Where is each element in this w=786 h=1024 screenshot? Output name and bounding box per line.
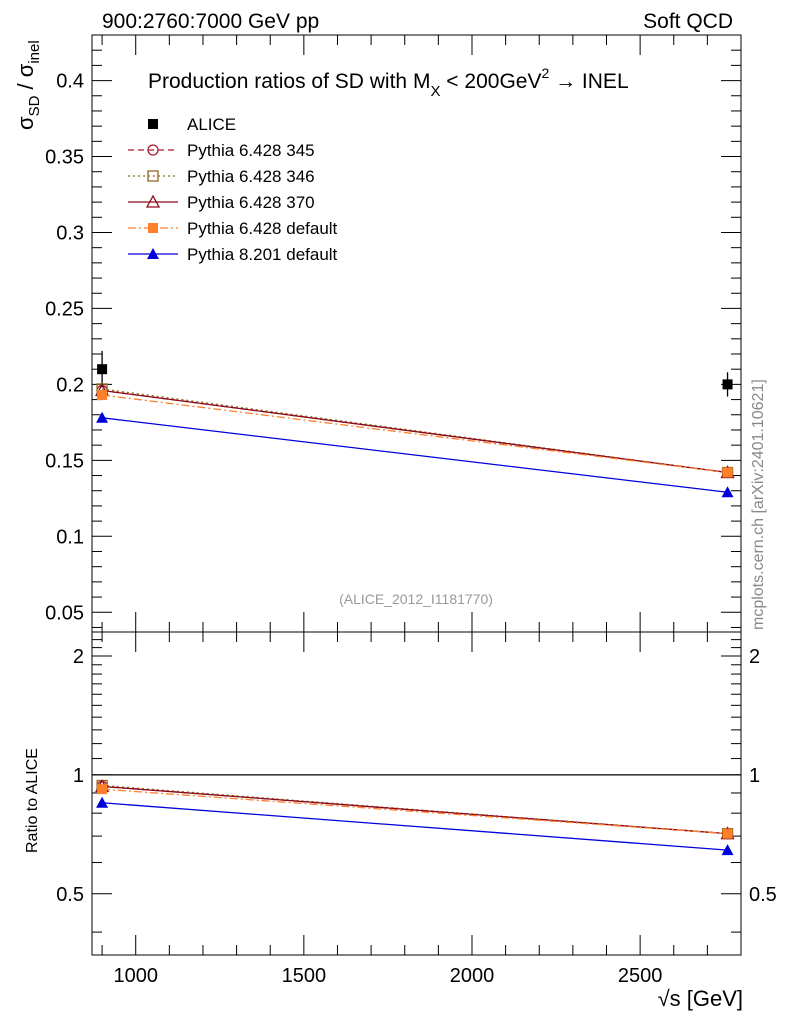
- legend-marker-p346: [147, 170, 159, 182]
- ratio-y-tick-label-right: 1: [749, 765, 760, 787]
- y-tick-label: 0.4: [56, 71, 84, 93]
- x-tick-label: 1500: [282, 965, 327, 987]
- plot-title: Production ratios of SD with MX < 200GeV…: [148, 65, 629, 100]
- x-tick-label: 1000: [113, 965, 158, 987]
- y-tick-label: 0.25: [45, 298, 84, 320]
- ratio-point-pdef6: [97, 784, 108, 795]
- ratio-y-tick-label: 1: [73, 765, 84, 787]
- ratio-series: [94, 779, 735, 856]
- y-tick-label: 0.35: [45, 147, 84, 169]
- ratio-y-tick-label-right: 2: [749, 646, 760, 668]
- x-axis-label: √s [GeV]: [658, 986, 743, 1011]
- data-point-alice: [97, 364, 108, 375]
- data-point-p8: [96, 411, 109, 423]
- ratio-line-p370: [102, 785, 728, 835]
- data-point-pdef6: [722, 467, 733, 478]
- x-tick-label: 2000: [450, 965, 495, 987]
- legend: ALICE Pythia 6.428 345 Pythia 6.428 346 Pyt…: [128, 115, 338, 264]
- legend-label-alice: ALICE: [187, 115, 236, 134]
- data-point-p8: [721, 486, 734, 498]
- data-point-alice: [722, 379, 733, 390]
- ratio-y-tick-label-right: 0.5: [749, 884, 777, 906]
- y-tick-label: 0.15: [45, 450, 84, 472]
- y-tick-label: 0.3: [56, 222, 84, 244]
- legend-marker-p345: [147, 144, 159, 156]
- series-line-p8: [102, 417, 728, 493]
- legend-label-p346: Pythia 6.428 346: [187, 167, 315, 186]
- header-right: Soft QCD: [643, 10, 733, 33]
- x-tick-label: 2500: [618, 965, 663, 987]
- y-tick-label: 0.1: [56, 526, 84, 548]
- legend-label-p345: Pythia 6.428 345: [187, 141, 315, 160]
- ratio-y-axis-label: Ratio to ALICE: [24, 748, 41, 853]
- y-tick-label: 0.2: [56, 374, 84, 396]
- legend-label-pdef6: Pythia 6.428 default: [187, 219, 338, 238]
- legend-marker-alice: [148, 119, 158, 129]
- watermark: mcplots.cern.ch [arXiv:2401.10621]: [750, 379, 767, 630]
- legend-marker-pdef6: [148, 223, 158, 233]
- legend-marker-p8: [147, 248, 159, 259]
- ratio-line-p8: [102, 802, 728, 851]
- legend-label-p370: Pythia 6.428 370: [187, 193, 315, 212]
- ratio-y-tick-label: 0.5: [56, 884, 84, 906]
- header-left: 900:2760:7000 GeV pp: [102, 10, 319, 33]
- analysis-id: (ALICE_2012_I1181770): [339, 591, 493, 607]
- series-line-p370: [102, 389, 728, 474]
- ratio-point-p8: [721, 844, 734, 856]
- y-tick-label: 0.05: [45, 602, 84, 624]
- legend-label-p8: Pythia 8.201 default: [187, 245, 338, 264]
- ratio-point-pdef6: [722, 828, 733, 839]
- series-line-pdef6: [102, 394, 728, 474]
- main-series: [94, 350, 735, 498]
- data-point-pdef6: [97, 390, 108, 401]
- y-axis-label: σSD / σinel: [13, 40, 43, 130]
- ratio-axes: 1000 1500 2000 2500 0.5 0.5 1 1 2 2: [56, 632, 777, 987]
- ratio-y-tick-label: 2: [73, 646, 84, 668]
- ratio-panel-frame: [91, 631, 742, 956]
- ratio-point-p8: [96, 796, 109, 808]
- legend-marker-p370: [145, 194, 161, 208]
- main-axes: 0.05 0.1 0.15 0.2 0.25 0.3 0.35 0.4: [45, 35, 742, 632]
